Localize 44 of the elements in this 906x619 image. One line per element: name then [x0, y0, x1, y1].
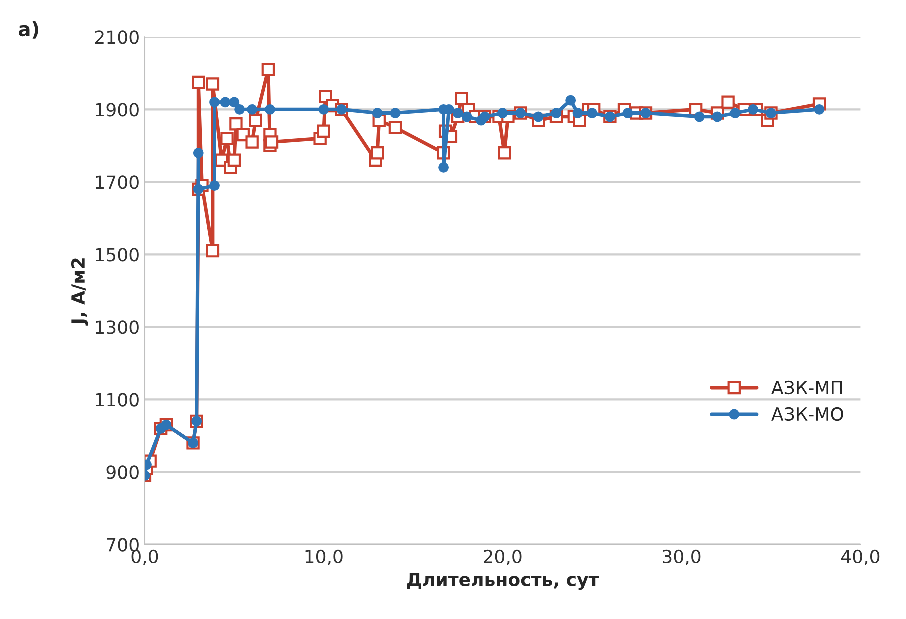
point: [234, 104, 246, 115]
y-tick-label: 1900: [96, 103, 139, 117]
point: [372, 108, 383, 118]
x-tick-label: 30,0: [663, 550, 701, 566]
text: а): [18, 22, 38, 39]
point: [748, 104, 759, 115]
x-tick-label: 20,0: [484, 550, 522, 566]
point: [551, 108, 562, 118]
x-tick-label: 10,0: [306, 550, 343, 566]
x-tick-label: 40,0: [841, 550, 880, 566]
y-tick-label: 700: [107, 538, 139, 552]
point: [229, 97, 240, 108]
point: [438, 162, 449, 173]
legend-label: АЗК-МО: [772, 407, 844, 422]
point: [210, 97, 220, 108]
point: [247, 104, 258, 115]
point: [572, 108, 584, 118]
point: [533, 112, 544, 122]
y-tick-label: 1100: [96, 393, 139, 407]
y-tick-label: 1700: [96, 176, 139, 190]
y-tick-label: 1500: [96, 248, 139, 262]
point: [220, 97, 231, 108]
point: [814, 104, 825, 115]
y-axis-title: J, А/м2: [71, 258, 88, 326]
point: [622, 108, 634, 118]
x-axis-title: Длительность, сут: [407, 573, 600, 590]
y-tick-label: 2100: [95, 30, 139, 44]
point: [462, 112, 472, 122]
point: [210, 180, 220, 191]
legend-label: АЗК-МП: [772, 380, 842, 395]
point: [730, 108, 741, 118]
point: [587, 108, 598, 118]
y-tick-label: 900: [106, 466, 139, 480]
y-tick-label: 1300: [96, 320, 139, 334]
point: [318, 104, 330, 115]
point: [712, 112, 723, 122]
point: [452, 108, 464, 118]
point: [193, 148, 204, 158]
x-tick-label: 0,0: [132, 550, 158, 566]
point: [694, 112, 705, 122]
point: [498, 108, 508, 118]
point: [265, 104, 276, 115]
point: [390, 108, 401, 118]
point: [566, 95, 576, 106]
